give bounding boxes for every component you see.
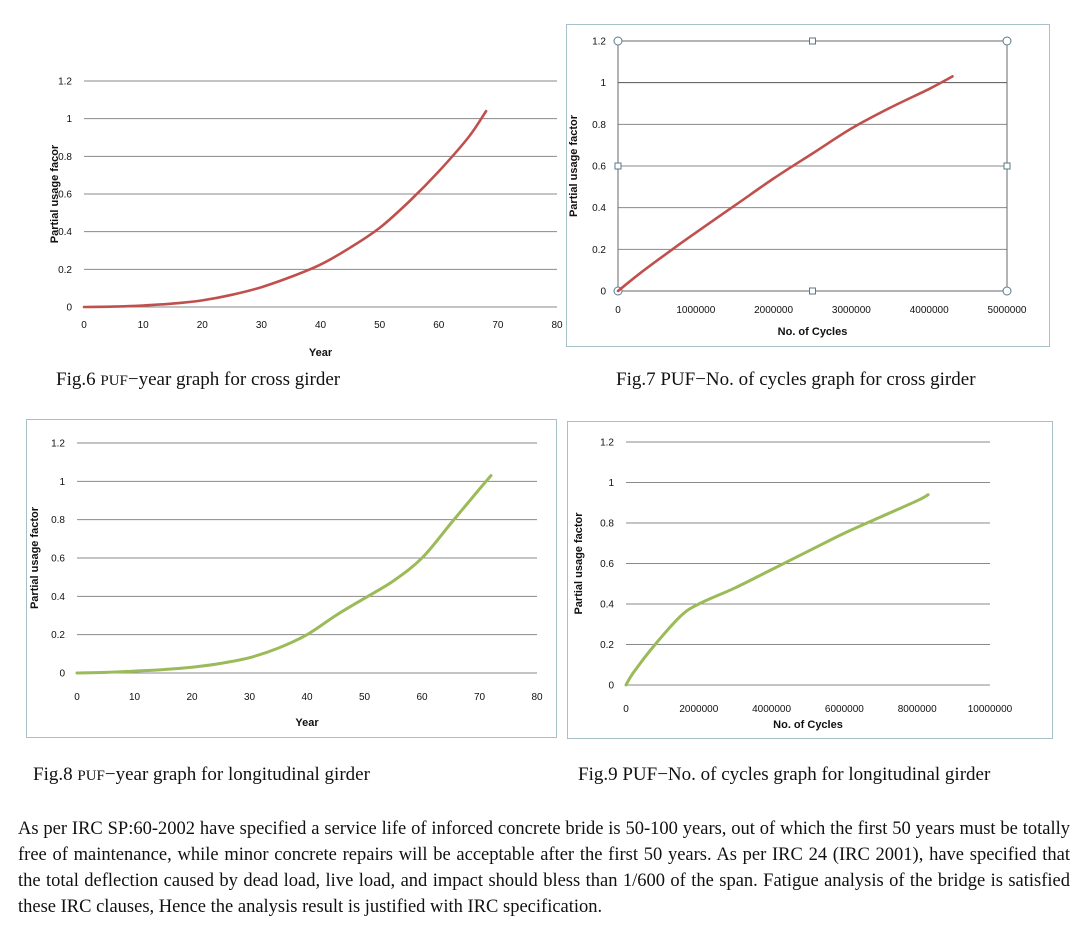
y-tick-label: 0: [59, 669, 65, 680]
resize-handle: [1003, 37, 1011, 45]
caption-fig7: Fig.7 PUF−No. of cycles graph for cross …: [616, 369, 976, 391]
resize-handle: [810, 38, 816, 44]
x-tick-label: 10000000: [968, 704, 1013, 715]
y-tick-label: 1: [600, 78, 606, 89]
resize-handle: [615, 163, 621, 169]
x-tick-label: 0: [81, 320, 87, 331]
x-tick-label: 20: [186, 692, 198, 703]
resize-handle: [1004, 163, 1010, 169]
x-tick-label: 2000000: [754, 305, 793, 316]
y-tick-label: 0.6: [51, 554, 65, 565]
chart-svg: 0 0.2 0.4 0.6 0.8 1 1.2 0 10 20 30 40 50 60 70 80 Year Pa…: [27, 420, 556, 737]
y-tick-label: 0.4: [600, 600, 614, 611]
x-tick-label: 80: [551, 320, 563, 331]
x-tick-label: 10: [138, 320, 150, 331]
chart-fig6-puf-year-cross-girder: 0 0.2 0.4 0.6 0.8 1 1.2 0 10 20 30 40 50 60 70 80 Year Pa…: [22, 22, 557, 344]
x-tick-label: 2000000: [679, 704, 718, 715]
resize-handle: [614, 37, 622, 45]
y-tick-label: 0.4: [51, 592, 65, 603]
chart-svg: 0 0.2 0.4 0.6 0.8 1 1.2 0 2000000 4000000 6000000 8…: [568, 422, 1052, 738]
y-tick-label: 1.2: [600, 438, 614, 449]
x-tick-label: 3000000: [832, 305, 871, 316]
body-paragraph: As per IRC SP:60-2002 have specified a s…: [18, 816, 1070, 920]
resize-handle: [810, 288, 816, 294]
chart-svg: 0 0.2 0.4 0.6 0.8 1 1.2 0 1000000 2000000 3000000 4…: [567, 25, 1049, 346]
x-tick-label: 4000000: [910, 305, 949, 316]
y-tick-label: 0.6: [600, 559, 614, 570]
x-tick-label: 8000000: [898, 704, 937, 715]
series-line: [84, 111, 486, 307]
y-axis-label: Partial usage factor: [29, 506, 41, 609]
resize-handle: [1003, 287, 1011, 295]
x-tick-label: 0: [74, 692, 80, 703]
y-tick-label: 1: [608, 478, 614, 489]
y-tick-label: 0.8: [600, 519, 614, 530]
y-tick-label: 1.2: [58, 77, 72, 88]
y-tick-label: 0.2: [58, 265, 72, 276]
x-tick-label: 10: [129, 692, 141, 703]
x-tick-label: 70: [492, 320, 504, 331]
y-tick-label: 0: [66, 303, 72, 314]
x-tick-label: 50: [359, 692, 371, 703]
x-tick-label: 40: [315, 320, 327, 331]
y-tick-label: 0: [608, 681, 614, 692]
x-tick-label: 0: [615, 305, 621, 316]
y-tick-label: 0.4: [592, 203, 606, 214]
x-tick-label: 5000000: [988, 305, 1027, 316]
chart-svg: 00.20.40.60.811.20 10 20 30 40 50 60 70 80YearPa…: [22, 22, 557, 344]
y-axis-label: Partial usage facor: [49, 144, 61, 243]
y-tick-label: 0.2: [51, 630, 65, 641]
y-tick-label: 0.8: [592, 120, 606, 131]
y-tick-label: 1.2: [592, 37, 606, 48]
x-tick-label: 0: [623, 704, 629, 715]
series-line: [618, 76, 953, 291]
y-tick-label: 0.6: [592, 162, 606, 173]
y-tick-label: 0.8: [51, 515, 65, 526]
chart-fig8-puf-year-longitudinal-girder: 0 0.2 0.4 0.6 0.8 1 1.2 0 10 20 30 40 50 60 70 80 Year Pa…: [26, 419, 557, 738]
y-tick-label: 0.2: [592, 245, 606, 256]
x-tick-label: 70: [474, 692, 486, 703]
x-tick-label: 40: [301, 692, 313, 703]
x-tick-label: 60: [433, 320, 445, 331]
x-tick-label: 60: [416, 692, 428, 703]
x-axis-label: No. of Cycles: [773, 719, 843, 731]
x-tick-label: 80: [531, 692, 543, 703]
chart-fig9-puf-cycles-longitudinal-girder: 0 0.2 0.4 0.6 0.8 1 1.2 0 2000000 4000000 6000000 8…: [567, 421, 1053, 739]
chart-fig7-puf-cycles-cross-girder: 0 0.2 0.4 0.6 0.8 1 1.2 0 1000000 2000000 3000000 4…: [566, 24, 1050, 347]
x-tick-label: 30: [244, 692, 256, 703]
series-line: [77, 476, 491, 673]
x-tick-label: 6000000: [825, 704, 864, 715]
x-tick-label: 1000000: [676, 305, 715, 316]
y-tick-label: 1: [59, 477, 65, 488]
x-axis-label: Year: [309, 347, 333, 359]
y-tick-label: 1.2: [51, 439, 65, 450]
x-axis-label: Year: [295, 717, 319, 729]
x-tick-label: 20: [197, 320, 209, 331]
caption-fig9: Fig.9 PUF−No. of cycles graph for longit…: [578, 764, 990, 786]
y-tick-label: 0.2: [600, 640, 614, 651]
y-tick-label: 1: [66, 114, 72, 125]
caption-fig6: Fig.6 PUF−year graph for cross girder: [56, 369, 340, 391]
x-tick-label: 50: [374, 320, 386, 331]
y-axis-label: Partial usage factor: [568, 114, 580, 217]
y-tick-label: 0: [600, 287, 606, 298]
x-tick-label: 30: [256, 320, 268, 331]
y-axis-label: Partial usage factor: [573, 512, 585, 615]
caption-fig8: Fig.8 PUF−year graph for longitudinal gi…: [33, 764, 370, 786]
x-tick-label: 4000000: [752, 704, 791, 715]
x-axis-label: No. of Cycles: [778, 326, 848, 338]
